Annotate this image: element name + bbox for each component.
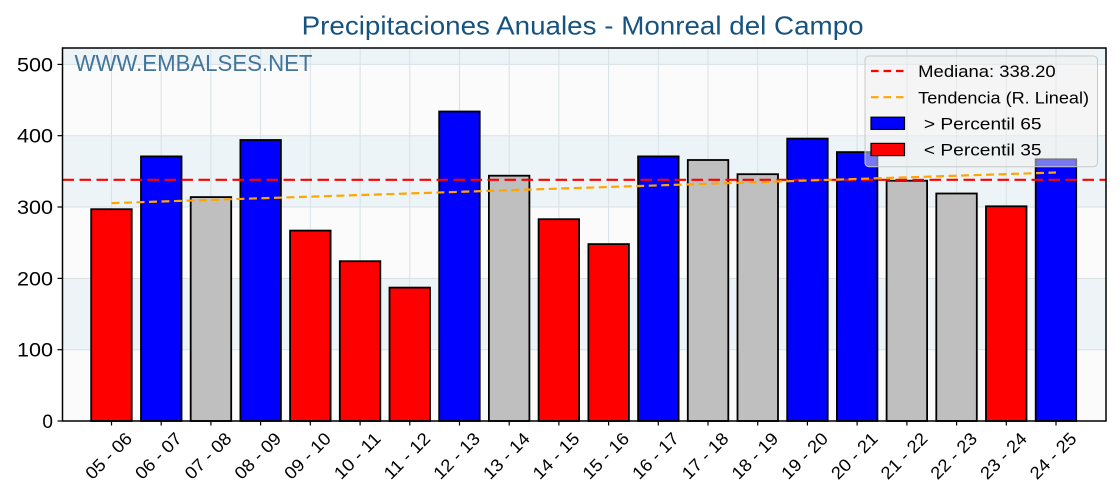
svg-text:< Percentil 35: < Percentil 35 [924, 141, 1042, 160]
svg-text:Tendencia (R. Lineal): Tendencia (R. Lineal) [918, 88, 1089, 107]
svg-text:500: 500 [17, 55, 53, 76]
svg-text:Precipitaciones Anuales - Monr: Precipitaciones Anuales - Monreal del Ca… [302, 11, 864, 41]
svg-text:Mediana: 338.20: Mediana: 338.20 [918, 62, 1055, 81]
svg-text:400: 400 [17, 127, 53, 148]
svg-text:300: 300 [17, 198, 53, 219]
svg-text:200: 200 [17, 269, 53, 290]
svg-text:0: 0 [42, 412, 53, 433]
svg-text:100: 100 [17, 341, 53, 362]
svg-text:> Percentil 65: > Percentil 65 [924, 115, 1042, 134]
svg-text:WWW.EMBALSES.NET: WWW.EMBALSES.NET [75, 50, 313, 76]
